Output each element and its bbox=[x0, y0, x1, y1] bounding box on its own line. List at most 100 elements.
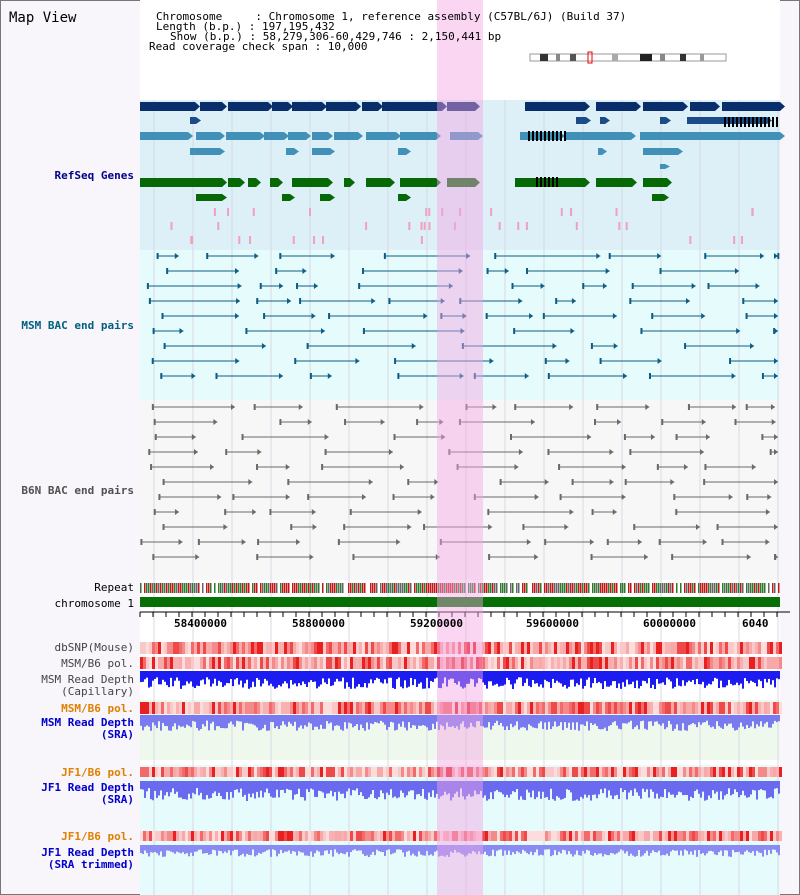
depth-bar bbox=[728, 781, 730, 789]
heat-cell bbox=[290, 702, 293, 714]
depth-bar bbox=[302, 671, 304, 682]
heat-cell bbox=[305, 642, 308, 654]
repeat-mark bbox=[468, 583, 470, 593]
heat-cell bbox=[425, 702, 428, 714]
heat-cell bbox=[617, 702, 620, 714]
repeat-mark bbox=[582, 583, 584, 593]
repeat-mark bbox=[308, 583, 310, 593]
bac-end-arrow bbox=[774, 434, 778, 440]
heat-cell bbox=[287, 831, 290, 841]
depth-bar bbox=[704, 715, 706, 723]
bac-end-marker bbox=[629, 298, 632, 304]
heat-cell bbox=[575, 831, 578, 841]
bac-end-arrow bbox=[774, 253, 778, 259]
heat-cell bbox=[485, 642, 488, 654]
depth-bar bbox=[414, 781, 416, 800]
depth-bar bbox=[234, 671, 236, 680]
heat-cell bbox=[440, 657, 443, 669]
depth-bar bbox=[446, 845, 448, 856]
depth-bar bbox=[176, 781, 178, 792]
heat-cell bbox=[653, 831, 656, 841]
depth-bar bbox=[394, 845, 396, 853]
depth-bar bbox=[574, 845, 576, 855]
exon-block bbox=[560, 131, 562, 141]
heat-cell bbox=[527, 702, 530, 714]
depth-bar bbox=[446, 671, 448, 687]
depth-bar bbox=[148, 671, 150, 688]
depth-bar bbox=[696, 671, 698, 679]
depth-bar bbox=[602, 845, 604, 857]
heat-cell bbox=[347, 831, 350, 841]
repeat-mark bbox=[716, 583, 718, 593]
heat-cell bbox=[683, 657, 686, 669]
heat-cell bbox=[569, 702, 572, 714]
gene-minor-mark bbox=[490, 208, 493, 216]
depth-bar bbox=[230, 715, 232, 722]
bac-end-marker bbox=[687, 404, 690, 410]
heat-cell bbox=[251, 702, 254, 714]
repeat-mark bbox=[486, 583, 488, 593]
depth-bar bbox=[562, 671, 564, 687]
bac-end-marker bbox=[651, 313, 654, 319]
depth-bar bbox=[320, 671, 322, 685]
heat-cell bbox=[680, 702, 683, 714]
bac-end-arrow bbox=[529, 313, 534, 319]
depth-bar bbox=[408, 781, 410, 792]
gene-strand-arrow bbox=[240, 178, 245, 187]
depth-bar bbox=[480, 845, 482, 855]
depth-bar bbox=[258, 781, 260, 798]
depth-bar bbox=[154, 845, 156, 852]
heat-cell bbox=[656, 702, 659, 714]
bac-end-marker bbox=[555, 298, 558, 304]
depth-bar bbox=[760, 715, 762, 722]
depth-bar bbox=[520, 781, 522, 797]
repeat-mark bbox=[186, 583, 188, 593]
bac-end-arrow bbox=[423, 313, 428, 319]
depth-bar bbox=[318, 845, 320, 852]
depth-bar bbox=[214, 845, 216, 851]
depth-bar bbox=[674, 845, 676, 851]
heat-cell bbox=[476, 831, 479, 841]
heat-cell bbox=[593, 642, 596, 654]
depth-bar bbox=[538, 671, 540, 687]
heat-cell bbox=[173, 642, 176, 654]
gene-strand-arrow bbox=[356, 102, 361, 111]
depth-bar bbox=[552, 845, 554, 856]
repeat-mark bbox=[258, 583, 260, 593]
heat-cell bbox=[485, 657, 488, 669]
heat-cell bbox=[704, 657, 707, 669]
depth-bar bbox=[188, 671, 190, 684]
depth-bar bbox=[368, 781, 370, 798]
heat-cell bbox=[545, 831, 548, 841]
gene-strand-arrow bbox=[678, 148, 683, 155]
bac-end-arrow bbox=[252, 509, 257, 515]
depth-bar bbox=[554, 781, 556, 801]
depth-bar bbox=[344, 715, 346, 723]
heat-cell bbox=[152, 767, 155, 777]
heat-cell bbox=[773, 702, 776, 714]
depth-bar bbox=[512, 781, 514, 792]
heat-cell bbox=[431, 702, 434, 714]
heat-cell bbox=[569, 642, 572, 654]
heat-cell bbox=[584, 702, 587, 714]
heat-cell bbox=[320, 642, 323, 654]
heat-cell bbox=[395, 831, 398, 841]
heat-cell bbox=[506, 767, 509, 777]
depth-bar bbox=[568, 671, 570, 687]
heat-cell bbox=[734, 657, 737, 669]
depth-bar bbox=[298, 781, 300, 789]
heat-cell bbox=[545, 767, 548, 777]
depth-bar bbox=[332, 845, 334, 857]
heat-cell bbox=[563, 702, 566, 714]
bac-end-arrow bbox=[751, 464, 756, 470]
depth-bar bbox=[350, 715, 352, 724]
depth-bar bbox=[322, 781, 324, 793]
heat-cell bbox=[197, 831, 200, 841]
depth-bar bbox=[526, 845, 528, 854]
depth-bar bbox=[630, 781, 632, 791]
heat-cell bbox=[434, 702, 437, 714]
heat-cell bbox=[725, 831, 728, 841]
heat-cell bbox=[200, 702, 203, 714]
heat-cell bbox=[605, 831, 608, 841]
